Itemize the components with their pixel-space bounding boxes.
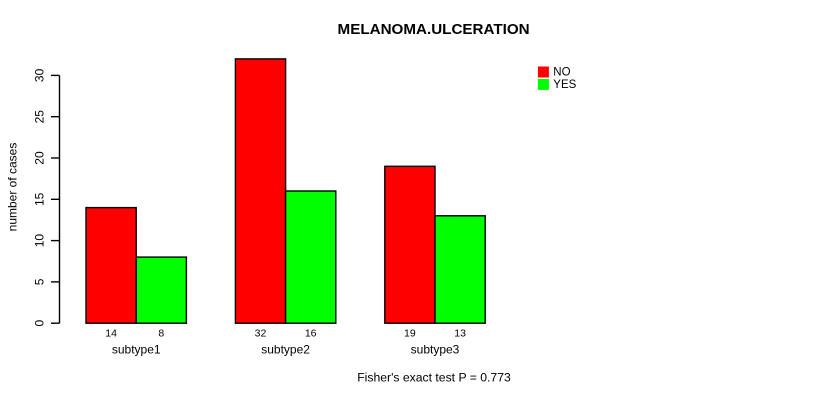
svg-text:0: 0	[33, 320, 47, 327]
svg-text:10: 10	[33, 234, 47, 248]
svg-text:subtype3: subtype3	[411, 343, 460, 357]
svg-text:MELANOMA.ULCERATION: MELANOMA.ULCERATION	[338, 21, 530, 38]
svg-text:15: 15	[33, 192, 47, 206]
svg-text:number of cases: number of cases	[6, 143, 20, 232]
svg-text:19: 19	[404, 327, 416, 339]
svg-text:14: 14	[105, 327, 117, 339]
svg-text:5: 5	[33, 278, 47, 285]
svg-text:16: 16	[305, 327, 317, 339]
svg-text:8: 8	[158, 327, 164, 339]
svg-text:30: 30	[33, 68, 47, 82]
svg-text:13: 13	[454, 327, 466, 339]
svg-text:subtype1: subtype1	[112, 343, 161, 357]
svg-text:YES: YES	[553, 79, 576, 91]
svg-text:32: 32	[255, 327, 267, 339]
svg-text:25: 25	[33, 110, 47, 124]
svg-text:20: 20	[33, 151, 47, 165]
svg-text:NO: NO	[553, 66, 570, 78]
svg-text:subtype2: subtype2	[261, 343, 310, 357]
svg-text:Fisher's exact test P = 0.773: Fisher's exact test P = 0.773	[357, 371, 511, 385]
